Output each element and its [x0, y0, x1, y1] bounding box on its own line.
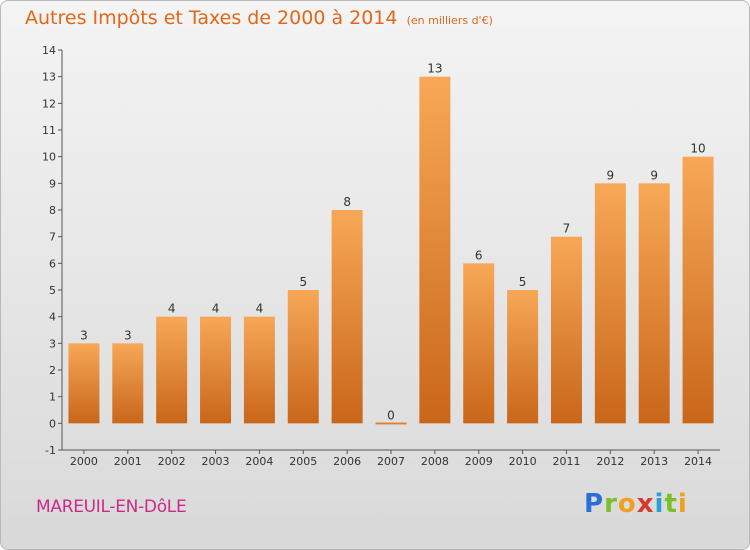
data-label-2005: 5	[299, 275, 307, 289]
data-label-2001: 3	[124, 328, 132, 342]
x-tick-label-2002: 2002	[158, 455, 186, 468]
chart-title: Autres Impôts et Taxes de 2000 à 2014 (e…	[25, 7, 493, 29]
x-tick-label-2004: 2004	[245, 455, 273, 468]
x-tick-label-2013: 2013	[640, 455, 668, 468]
y-tick-label: 8	[49, 204, 56, 217]
data-label-2009: 6	[475, 248, 483, 262]
y-tick-label: 13	[42, 71, 56, 84]
x-tick-label-2007: 2007	[377, 455, 405, 468]
bar-2010	[507, 290, 539, 424]
y-tick-label: 9	[49, 177, 56, 190]
logo-letter: t	[664, 489, 678, 519]
x-tick-label-2011: 2011	[552, 455, 580, 468]
data-label-2013: 9	[650, 168, 658, 182]
data-label-2000: 3	[80, 328, 88, 342]
bar-2002	[156, 316, 188, 424]
x-tick-label-2012: 2012	[596, 455, 624, 468]
y-tick-label: 7	[49, 231, 56, 244]
y-tick-label: 3	[49, 337, 56, 350]
data-label-2014: 10	[690, 142, 705, 156]
data-label-2007: 0	[387, 408, 395, 422]
x-tick-label-2006: 2006	[333, 455, 361, 468]
bar-2003	[200, 316, 232, 424]
data-label-2010: 5	[519, 275, 527, 289]
bar-2000	[68, 343, 100, 424]
bar-2009	[463, 263, 495, 424]
bar-2004	[243, 316, 275, 424]
bar-2011	[550, 236, 582, 424]
x-tick-label-2014: 2014	[684, 455, 712, 468]
data-label-2004: 4	[256, 302, 264, 316]
bar-2007	[375, 422, 407, 425]
chart-unit-note: (en milliers d'€)	[406, 14, 493, 27]
bar-2001	[112, 343, 144, 424]
logo-letter: r	[604, 489, 618, 519]
bar-2012	[594, 183, 626, 424]
logo-letter: o	[617, 489, 637, 519]
data-label-2006: 8	[343, 195, 351, 209]
y-tick-label: 6	[49, 257, 56, 270]
logo-letter: i	[677, 489, 688, 519]
y-tick-label: 4	[49, 311, 56, 324]
y-tick-label: 2	[49, 364, 56, 377]
x-tick-label-2001: 2001	[114, 455, 142, 468]
data-label-2003: 4	[212, 302, 220, 316]
x-tick-label-2009: 2009	[465, 455, 493, 468]
chart-title-text: Autres Impôts et Taxes de 2000 à 2014	[25, 7, 398, 29]
bar-2013	[638, 183, 670, 424]
bar-2005	[287, 290, 319, 424]
data-label-2008: 13	[427, 62, 442, 76]
x-tick-label-2000: 2000	[70, 455, 98, 468]
bar-2008	[419, 76, 451, 424]
y-tick-label: 14	[42, 44, 56, 57]
logo-letter: P	[584, 489, 605, 519]
y-tick-label: 0	[49, 417, 56, 430]
y-tick-label: 12	[42, 97, 56, 110]
y-tick-label: 5	[49, 284, 56, 297]
y-tick-label: 10	[42, 151, 56, 164]
x-tick-label-2010: 2010	[509, 455, 537, 468]
y-tick-label: -1	[45, 444, 56, 457]
data-label-2011: 7	[563, 222, 571, 236]
y-tick-label: 1	[49, 391, 56, 404]
x-tick-label-2003: 2003	[202, 455, 230, 468]
data-label-2012: 9	[607, 168, 615, 182]
commune-name: MAREUIL-EN-DôLE	[36, 497, 187, 517]
logo-letter: x	[636, 489, 655, 519]
data-label-2002: 4	[168, 302, 176, 316]
y-tick-label: 11	[42, 124, 56, 137]
bar-2014	[682, 156, 714, 424]
proxiti-logo: Proxiti	[584, 489, 688, 519]
x-tick-label-2008: 2008	[421, 455, 449, 468]
bar-2006	[331, 210, 363, 424]
logo-letter: i	[654, 489, 665, 519]
x-tick-label-2005: 2005	[289, 455, 317, 468]
